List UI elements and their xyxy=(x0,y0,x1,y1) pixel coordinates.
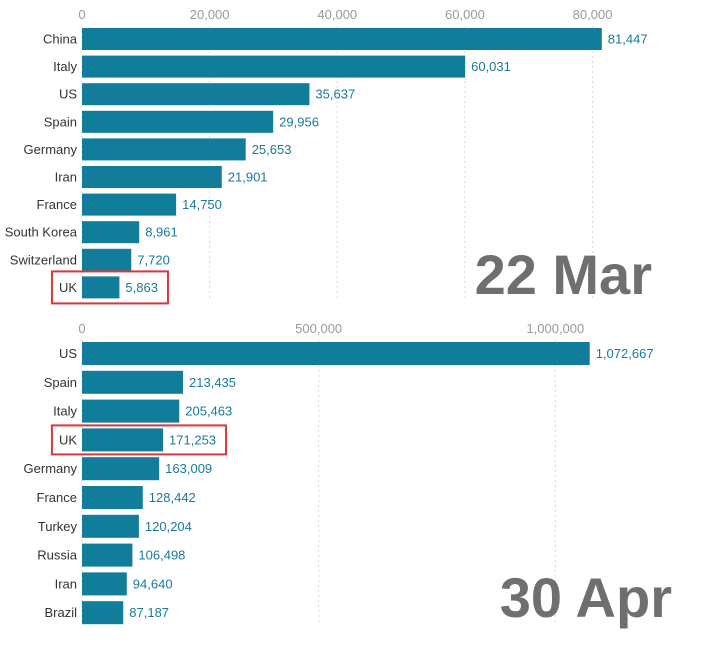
category-label: Switzerland xyxy=(10,252,77,267)
value-label: 8,961 xyxy=(145,225,178,240)
bar-germany xyxy=(82,138,246,161)
bar-us xyxy=(82,83,310,106)
category-label: US xyxy=(59,346,77,361)
category-label: Iran xyxy=(55,576,77,591)
bar-france xyxy=(82,486,143,509)
x-tick-label: 40,000 xyxy=(317,7,357,22)
value-label: 21,901 xyxy=(228,170,268,185)
value-label: 171,253 xyxy=(169,432,216,447)
x-tick-label: 60,000 xyxy=(445,7,485,22)
bar-brazil xyxy=(82,601,124,625)
value-label: 87,187 xyxy=(129,605,169,620)
category-label: France xyxy=(37,197,77,212)
value-label: 128,442 xyxy=(149,490,196,505)
x-tick-label: 1,000,000 xyxy=(526,321,584,336)
category-label: Germany xyxy=(24,142,78,157)
bar-spain xyxy=(82,370,184,394)
bar-italy xyxy=(82,55,466,78)
x-tick-label: 0 xyxy=(78,321,85,336)
bar-uk xyxy=(82,428,164,452)
bar-turkey xyxy=(82,514,139,538)
x-tick-label: 500,000 xyxy=(295,321,342,336)
category-label: US xyxy=(59,87,77,102)
category-label: South Korea xyxy=(5,225,78,240)
bar-uk xyxy=(82,276,120,299)
category-label: Germany xyxy=(24,461,78,476)
value-label: 81,447 xyxy=(608,32,648,47)
value-label: 120,204 xyxy=(145,519,192,534)
bar-switzerland xyxy=(82,248,132,271)
value-label: 213,435 xyxy=(189,375,236,390)
category-label: Spain xyxy=(44,114,77,129)
bar-germany xyxy=(82,457,160,481)
category-label: Iran xyxy=(55,170,77,185)
value-label: 25,653 xyxy=(252,142,292,157)
bar-spain xyxy=(82,110,274,133)
x-tick-label: 80,000 xyxy=(573,7,613,22)
value-label: 35,637 xyxy=(315,87,355,102)
category-label: Italy xyxy=(53,59,77,74)
category-label: UK xyxy=(59,432,77,447)
bar-iran xyxy=(82,572,127,596)
value-label: 94,640 xyxy=(133,576,173,591)
value-label: 163,009 xyxy=(165,461,212,476)
bar-china xyxy=(82,28,602,50)
bar-south-korea xyxy=(82,221,140,244)
chart-1: 0 20,000 40,000 60,000 80,000 China 81,447 Ital… xyxy=(5,7,652,306)
x-tick-label: 20,000 xyxy=(190,7,230,22)
highlight-box-uk xyxy=(50,270,169,305)
category-label: Italy xyxy=(53,404,77,419)
value-label: 29,956 xyxy=(279,114,319,129)
category-label: Turkey xyxy=(38,519,78,534)
category-label: France xyxy=(37,490,77,505)
value-label: 60,031 xyxy=(471,59,511,74)
bar-france xyxy=(82,193,177,216)
value-label: 106,498 xyxy=(138,548,185,563)
category-label: Spain xyxy=(44,375,77,390)
category-label: Russia xyxy=(37,548,78,563)
highlight-box-uk xyxy=(50,424,228,456)
date-stamp: 22 Mar xyxy=(475,243,652,306)
bar-us xyxy=(82,342,590,365)
value-label: 14,750 xyxy=(182,197,222,212)
category-label: Brazil xyxy=(44,605,77,620)
value-label: 205,463 xyxy=(185,404,232,419)
value-label: 7,720 xyxy=(137,252,170,267)
bar-italy xyxy=(82,399,180,423)
category-label: China xyxy=(43,32,78,47)
chart-2: 0 500,000 1,000,000 US 1,072,667 Spain 213,435… xyxy=(24,321,672,629)
x-tick-label: 0 xyxy=(78,7,85,22)
bar-russia xyxy=(82,543,133,567)
date-stamp: 30 Apr xyxy=(500,566,672,629)
category-label: UK xyxy=(59,280,77,295)
value-label: 1,072,667 xyxy=(596,346,654,361)
bar-iran xyxy=(82,166,222,188)
value-label: 5,863 xyxy=(125,280,158,295)
